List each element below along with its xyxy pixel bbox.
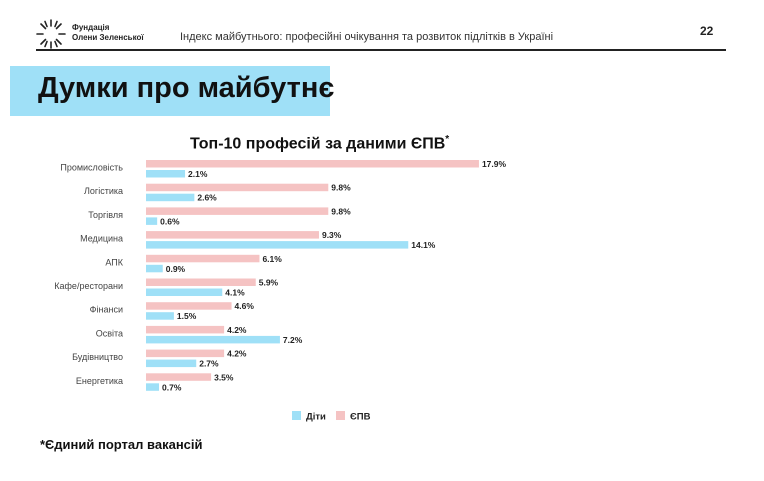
category-label: АПК xyxy=(105,257,123,267)
bar xyxy=(146,207,329,215)
bar xyxy=(146,325,225,334)
bar xyxy=(146,231,319,239)
bar xyxy=(146,335,280,344)
data-label: 1.5% xyxy=(177,311,197,321)
data-label: 0.7% xyxy=(162,382,182,392)
bar xyxy=(146,193,195,202)
footnote: *Єдиний портал вакансій xyxy=(40,437,203,452)
page-number: 22 xyxy=(700,24,714,38)
data-label: 14.1% xyxy=(411,240,436,250)
data-label: 4.6% xyxy=(235,301,255,311)
chart-title-marker: * xyxy=(445,134,450,145)
bar xyxy=(146,312,174,320)
data-label: 0.9% xyxy=(166,264,186,274)
data-label: 2.1% xyxy=(188,169,208,179)
category-label: Промисловість xyxy=(60,163,123,173)
data-label: 4.2% xyxy=(227,325,247,335)
chart-title-text: Топ-10 професій за даними ЄПВ xyxy=(190,135,446,153)
bar xyxy=(146,183,329,192)
bar-chart: Промисловість 17.9% 2.1% Логістика 9.8% 2.6% Т… xyxy=(54,159,507,423)
bar xyxy=(146,383,160,391)
header-divider xyxy=(36,49,726,51)
data-label: 7.2% xyxy=(283,335,303,345)
org-name-line1: Фундація xyxy=(72,23,110,32)
data-label: 9.3% xyxy=(322,230,342,240)
data-label: 4.2% xyxy=(227,349,247,359)
category-label: Освіта xyxy=(96,328,123,338)
org-name-line2: Олени Зеленської xyxy=(72,33,144,42)
category-label: Торгівля xyxy=(88,210,123,220)
data-label: 17.9% xyxy=(482,159,507,169)
data-label: 4.1% xyxy=(225,288,245,298)
data-label: 2.7% xyxy=(199,359,219,369)
chart-title: Топ-10 професій за даними ЄПВ* xyxy=(190,134,449,153)
category-label: Будівництво xyxy=(72,352,123,362)
foundation-logo-icon xyxy=(36,19,66,49)
section-banner xyxy=(10,66,330,116)
bar xyxy=(146,217,158,225)
section-title: Думки про майбутнє xyxy=(38,72,335,104)
bar xyxy=(146,288,223,296)
category-label: Кафе/ресторани xyxy=(54,281,123,291)
legend-swatch xyxy=(292,411,301,420)
bar xyxy=(146,170,186,178)
data-label: 2.6% xyxy=(197,193,217,203)
data-label: 3.5% xyxy=(214,372,234,382)
category-label: Фінанси xyxy=(90,305,123,315)
data-label: 9.8% xyxy=(331,183,351,193)
data-label: 6.1% xyxy=(262,254,282,264)
organization-name: Фундація Олени Зеленської xyxy=(72,23,144,43)
data-label: 5.9% xyxy=(259,278,279,288)
bar xyxy=(146,373,212,381)
legend-label: ЄПВ xyxy=(350,412,371,423)
report-title: Індекс майбутнього: професійні очікуванн… xyxy=(180,31,554,43)
bar xyxy=(146,264,163,273)
bar xyxy=(146,241,409,249)
data-label: 9.8% xyxy=(331,206,351,216)
category-label: Медицина xyxy=(80,234,123,244)
legend-label: Діти xyxy=(306,412,326,423)
bar xyxy=(146,359,197,368)
data-label: 0.6% xyxy=(160,216,180,226)
bar xyxy=(146,302,232,310)
legend-swatch xyxy=(336,411,345,420)
bar xyxy=(146,278,256,286)
bar xyxy=(146,254,260,263)
category-label: Логістика xyxy=(84,186,123,196)
category-label: Енергетика xyxy=(76,376,123,386)
bar xyxy=(146,349,225,358)
bar xyxy=(146,160,479,168)
